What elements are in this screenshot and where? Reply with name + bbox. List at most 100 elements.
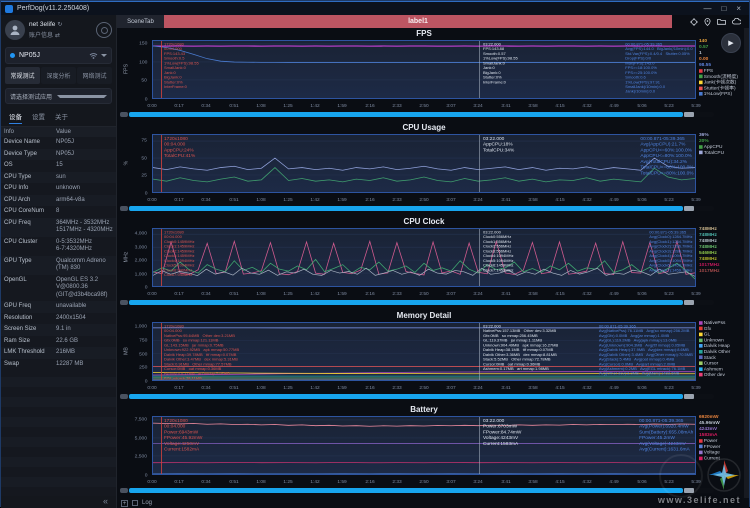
chart-scrollbar[interactable] bbox=[120, 206, 714, 211]
scrollbar-left-handle[interactable] bbox=[120, 300, 128, 305]
scrollbar-fill[interactable] bbox=[129, 394, 683, 399]
x-tick-label: 4:15 bbox=[555, 385, 564, 390]
switch-account-icon[interactable]: ⇄ bbox=[55, 33, 60, 39]
x-tick-label: 5:06 bbox=[637, 291, 646, 296]
minimize-button[interactable]: — bbox=[703, 3, 711, 15]
scrollbar-right-handle[interactable] bbox=[684, 112, 694, 117]
scrollbar-left-handle[interactable] bbox=[120, 206, 128, 211]
row-value: 364MHz - 3532MHz 1517MHz - 4320MHz bbox=[56, 220, 113, 235]
plot-area[interactable]: 1720x1080 00:04.000 FPS:143.43 Smooth:0.… bbox=[152, 40, 696, 99]
tab-network-test[interactable]: 网络测试 bbox=[77, 67, 112, 84]
x-tick-label: 2:16 bbox=[365, 385, 374, 390]
watermark-seal bbox=[659, 454, 703, 498]
x-tick-label: 5:06 bbox=[637, 479, 646, 484]
scrollbar-left-handle[interactable] bbox=[120, 394, 128, 399]
x-tick-label: 1:42 bbox=[311, 479, 320, 484]
plot-area[interactable]: 1720x1080 00:04.000 NativePss:95.64MB Ot… bbox=[152, 322, 696, 381]
app-select-dropdown[interactable]: 请选择测试应用 bbox=[5, 88, 112, 104]
tab-normal-test[interactable]: 常规测试 bbox=[5, 67, 40, 84]
subtab-settings[interactable]: 设置 bbox=[32, 111, 45, 124]
play-button[interactable]: ▶ bbox=[721, 33, 741, 53]
x-tick-label: 0:51 bbox=[229, 479, 238, 484]
label-bar[interactable]: label1 bbox=[164, 15, 672, 28]
chart-scrollbar[interactable] bbox=[120, 394, 714, 399]
device-selector[interactable]: NP05J bbox=[5, 47, 112, 64]
y-tick-label: 50 bbox=[141, 78, 147, 84]
account-info-label[interactable]: 账户信息 bbox=[29, 33, 53, 39]
main-area: SceneTab label1 bbox=[117, 15, 749, 508]
plot-area[interactable]: 1720x1080 00:04.000 Clock0:1459MHz Clock… bbox=[152, 228, 696, 287]
scrollbar-fill[interactable] bbox=[129, 300, 683, 305]
x-tick-label: 2:33 bbox=[392, 291, 401, 296]
folder-icon[interactable] bbox=[717, 18, 726, 25]
chart-scrollbar[interactable] bbox=[120, 488, 714, 493]
row-value: 8 bbox=[56, 208, 113, 216]
scene-topbar: SceneTab label1 bbox=[117, 15, 749, 28]
scrollbar-right-handle[interactable] bbox=[684, 206, 694, 211]
expand-icon[interactable]: + bbox=[121, 500, 128, 507]
x-tick-label: 1:59 bbox=[338, 385, 347, 390]
scrollbar-right-handle[interactable] bbox=[684, 300, 694, 305]
y-axis-unit: FPS bbox=[123, 64, 129, 74]
plot-area[interactable]: 1720x1080 00:04.000 Power:6943mW FPower:… bbox=[152, 416, 696, 475]
marker-icon[interactable] bbox=[690, 18, 698, 26]
log-checkbox[interactable] bbox=[132, 500, 138, 506]
gear-icon[interactable] bbox=[96, 22, 112, 38]
scrollbar-left-handle[interactable] bbox=[120, 112, 128, 117]
refresh-icon[interactable]: ↻ bbox=[57, 22, 62, 28]
chevron-down-icon bbox=[57, 95, 107, 98]
user-block[interactable]: net 3elife↻ 账户信息⇄ bbox=[1, 15, 116, 44]
legend-swatch bbox=[699, 86, 703, 90]
maximize-button[interactable]: □ bbox=[721, 3, 726, 15]
chart-scrollbar[interactable] bbox=[120, 300, 714, 305]
subtab-device[interactable]: 设备 bbox=[9, 111, 22, 124]
app-select-placeholder: 请选择测试应用 bbox=[10, 92, 54, 101]
sidebar-collapse-button[interactable]: « bbox=[103, 497, 108, 506]
x-tick-label: 0:00 bbox=[147, 197, 156, 202]
close-button[interactable]: × bbox=[736, 3, 741, 15]
legend-item[interactable]: TotalCPU bbox=[699, 150, 750, 156]
legend-item[interactable]: Other dev bbox=[699, 372, 750, 378]
chart-scrollbar[interactable] bbox=[120, 112, 714, 117]
scrollbar-fill[interactable] bbox=[129, 488, 683, 493]
pin-icon[interactable] bbox=[704, 18, 711, 26]
legend-swatch bbox=[699, 327, 703, 331]
scrollbar-fill[interactable] bbox=[129, 206, 683, 211]
legend-label: TotalCPU bbox=[704, 150, 724, 156]
legend-item[interactable]: 1%Low(FPS) bbox=[699, 91, 750, 97]
row-value: sun bbox=[56, 174, 113, 182]
scrollbar-left-handle[interactable] bbox=[120, 488, 128, 493]
scene-tab[interactable]: SceneTab bbox=[117, 15, 164, 28]
cloud-icon[interactable] bbox=[732, 18, 741, 25]
x-tick-label: 3:41 bbox=[501, 385, 510, 390]
x-tick-label: 5:23 bbox=[664, 103, 673, 108]
scrollbar-fill[interactable] bbox=[129, 112, 683, 117]
scrollbar-right-handle[interactable] bbox=[684, 394, 694, 399]
subtab-about[interactable]: 关于 bbox=[55, 111, 68, 124]
x-tick-label: 1:08 bbox=[256, 479, 265, 484]
row-value: 0-5:3532MHz 6-7:4320MHz bbox=[56, 239, 113, 254]
x-tick-label: 2:50 bbox=[419, 479, 428, 484]
legend-swatch bbox=[699, 456, 703, 460]
tab-deep-analysis[interactable]: 深度分析 bbox=[41, 67, 76, 84]
plot-area[interactable]: 1720x1080 00:04.000 AppCPU:24% TotalCPU:… bbox=[152, 134, 696, 193]
